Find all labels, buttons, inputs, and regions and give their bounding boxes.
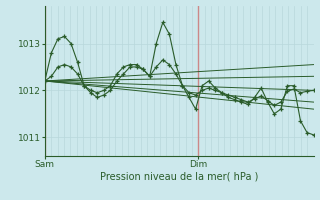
X-axis label: Pression niveau de la mer( hPa ): Pression niveau de la mer( hPa ): [100, 172, 258, 182]
